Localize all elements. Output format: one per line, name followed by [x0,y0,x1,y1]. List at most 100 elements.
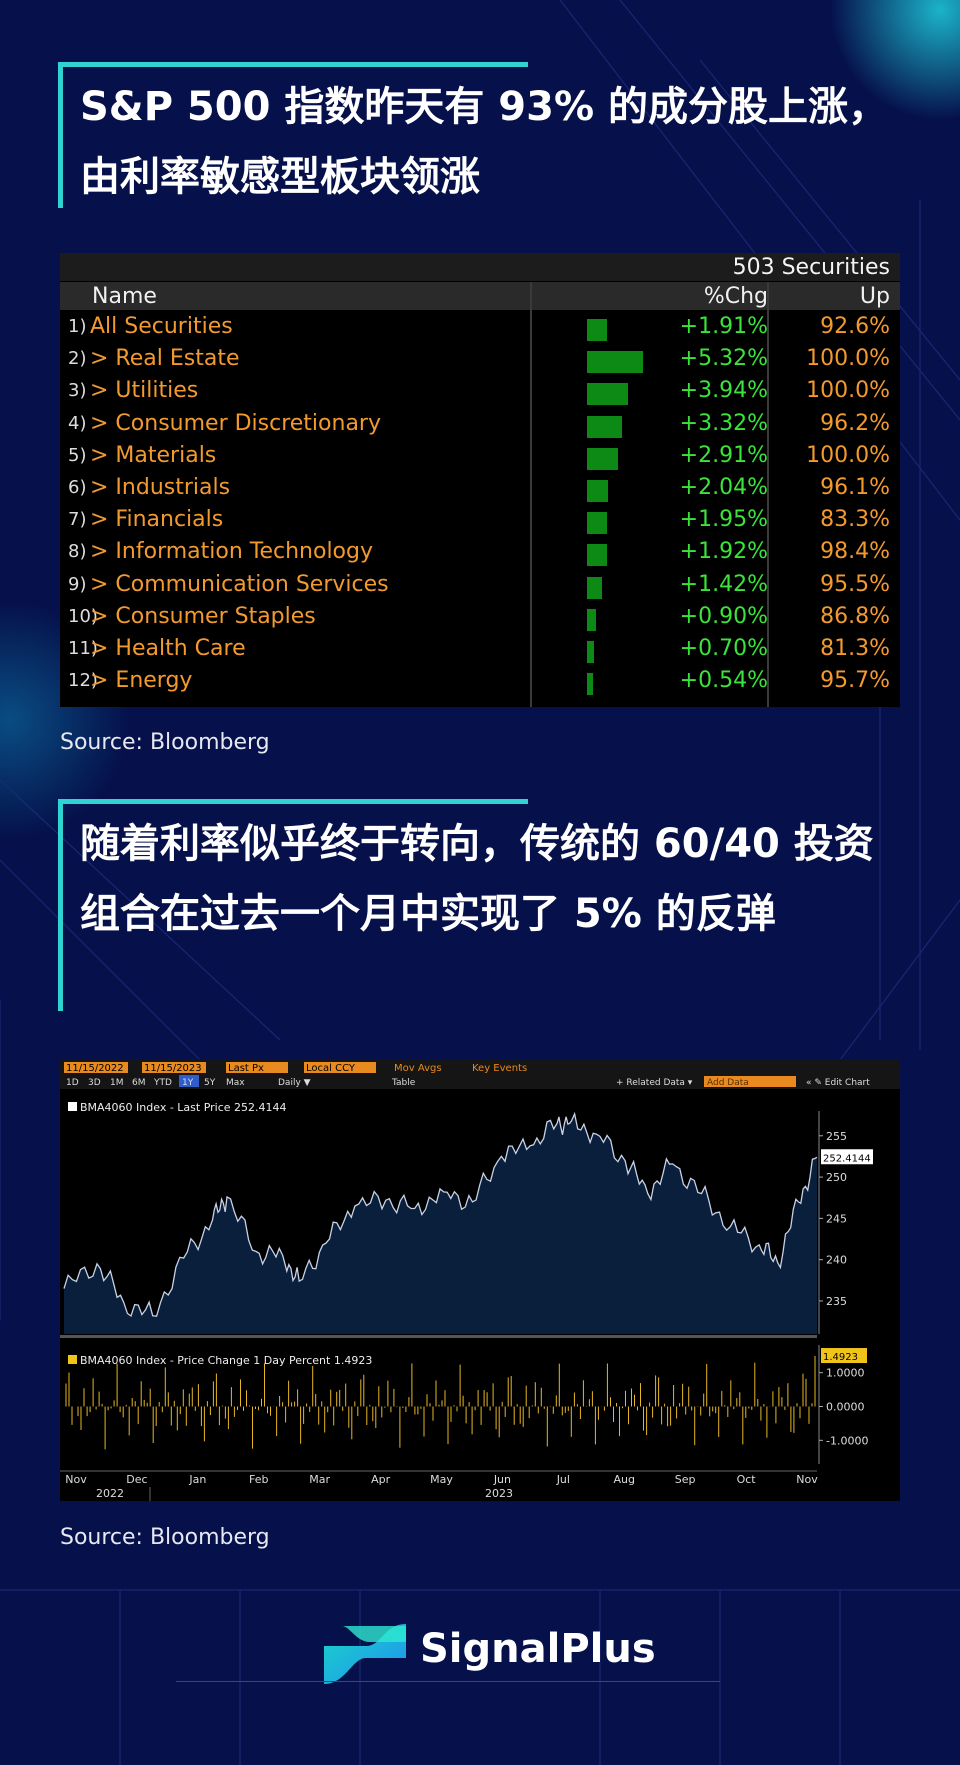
table-row[interactable]: 10) > Consumer Staples +0.90% 86.8% [60,603,900,635]
headline-accent-top [58,62,528,67]
pct-change: +0.54% [679,668,768,694]
last-price-label: 252.4144 [823,1153,871,1164]
x-tick-label: Nov [796,1473,818,1486]
year-label: 2023 [485,1487,513,1500]
change-bar [587,447,618,470]
period-3d[interactable]: 3D [88,1078,101,1088]
row-index: 11) [68,638,98,659]
footer-divider [176,1681,720,1682]
pct-change: +1.91% [679,314,768,339]
headline-accent-bar [58,799,63,1011]
table-row[interactable]: 11) > Health Care +0.70% 81.3% [60,635,900,667]
panel-divider[interactable] [60,1335,817,1338]
change-bar [587,576,602,599]
period-1y[interactable]: 1Y [182,1078,194,1088]
field-select[interactable] [226,1062,288,1073]
header-up: Up [859,284,890,309]
row-index: 7) [68,509,87,531]
period-1m[interactable]: 1M [110,1078,124,1088]
table-button[interactable]: Table [391,1078,416,1088]
mov-avgs-button[interactable]: Mov Avgs [394,1063,442,1074]
pct-up: 96.1% [820,475,890,500]
legend-swatch-return [68,1355,77,1364]
table-row[interactable]: 6) > Industrials +2.04% 96.1% [60,474,900,506]
table-row[interactable]: 1) All Securities +1.91% 92.6% [60,313,900,345]
return-tick-label: 0.0000 [826,1401,865,1414]
sector-name: > Materials [90,442,217,468]
x-tick-label: Oct [737,1473,757,1486]
period-1d[interactable]: 1D [66,1078,79,1088]
row-index: 3) [68,380,87,402]
pct-up: 83.3% [820,507,890,533]
headline-accent-top [58,799,528,804]
sector-name: > Consumer Discretionary [90,410,381,436]
sector-name: > Consumer Staples [90,603,316,629]
bloomberg-chart-panel: 11/15/2022 11/15/2023 Last Px Local CCY Mov … [60,1059,900,1501]
table-row[interactable]: 8) > Information Technology +1.92% 98.4% [60,538,900,570]
sector-name: > Communication Services [90,571,389,597]
table-header: Name %Chg Up [60,282,900,310]
frequency-select[interactable]: Daily ▼ [278,1078,311,1088]
sector-name: > Financials [90,507,224,533]
table-row[interactable]: 7) > Financials +1.95% 83.3% [60,506,900,538]
price-area [64,1113,817,1334]
pct-up: 98.4% [820,539,890,565]
change-bar [587,319,608,341]
table-row[interactable]: 9) > Communication Services +1.42% 95.5% [60,571,900,603]
row-index: 1) [68,316,87,337]
key-events-button[interactable]: Key Events [472,1063,527,1074]
headline-1: S&P 500 指数昨天有 93% 的成分股上涨，由利率敏感型板块领涨 [80,84,888,200]
row-index: 10) [68,605,98,627]
pct-change: +1.95% [679,507,768,533]
row-index: 5) [68,444,87,466]
change-bar [587,608,597,631]
change-bar [587,673,593,696]
legend-swatch-price [68,1102,77,1111]
sector-name: > Health Care [90,636,246,661]
related-data-button[interactable]: + Related Data ▾ [616,1078,693,1088]
table-row[interactable]: 12) > Energy +0.54% 95.7% [60,667,900,699]
pct-change: +1.92% [679,539,768,565]
pct-up: 100.0% [806,346,890,372]
edit-chart-button[interactable]: « ✎ Edit Chart [806,1078,870,1088]
row-index: 6) [68,477,87,498]
pct-change: +0.70% [679,636,768,661]
pct-up: 96.2% [820,410,890,436]
period-6m[interactable]: 6M [132,1078,146,1088]
legend-price: BMA4060 Index - Last Price 252.4144 [80,1101,287,1114]
row-index: 9) [68,573,87,595]
row-index: 12) [68,670,98,692]
sector-name: > Information Technology [90,539,374,565]
last-return-badge [821,1348,867,1364]
change-bar [587,641,595,663]
headline-1-block: S&P 500 指数昨天有 93% 的成分股上涨，由利率敏感型板块领涨 [58,62,908,208]
add-data-field[interactable] [704,1076,796,1087]
start-date-field[interactable] [64,1062,128,1073]
change-bar [587,544,608,567]
table-row[interactable]: 4) > Consumer Discretionary +3.32% 96.2% [60,410,900,442]
pct-change: +1.42% [679,571,768,597]
pct-change: +5.32% [679,346,768,372]
pct-change: +2.04% [679,475,768,500]
pct-change: +2.91% [679,442,768,468]
source-label-1: Source: Bloomberg [60,730,270,755]
price-line [63,1111,818,1318]
sector-name: > Real Estate [90,346,240,372]
period-5y[interactable]: 5Y [204,1078,216,1088]
change-bar [587,415,622,438]
table-row[interactable]: 2) > Real Estate +5.32% 100.0% [60,345,900,377]
period-ytd[interactable]: YTD [153,1078,172,1088]
header-chg: %Chg [703,284,768,309]
table-row[interactable]: 5) > Materials +2.91% 100.0% [60,442,900,474]
pct-up: 81.3% [820,636,890,661]
x-tick-label: Mar [309,1473,330,1486]
period-max[interactable]: Max [226,1078,245,1088]
x-tick-label: Jun [493,1473,511,1486]
currency-select[interactable] [304,1062,376,1073]
end-date-field[interactable] [142,1062,206,1073]
table-caption-bar: 503 Securities [60,253,900,281]
sector-name: All Securities [90,314,233,339]
header-name: Name [92,284,157,309]
pct-change: +3.94% [679,378,768,404]
table-row[interactable]: 3) > Utilities +3.94% 100.0% [60,377,900,409]
